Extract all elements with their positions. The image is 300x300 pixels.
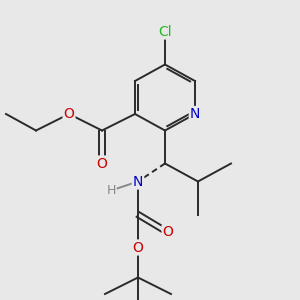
Text: N: N — [133, 175, 143, 188]
Text: N: N — [190, 107, 200, 121]
Text: O: O — [97, 157, 107, 170]
Text: O: O — [64, 107, 74, 121]
Text: O: O — [133, 241, 143, 254]
Text: Cl: Cl — [158, 25, 172, 38]
Text: H: H — [106, 184, 116, 197]
Text: O: O — [163, 226, 173, 239]
